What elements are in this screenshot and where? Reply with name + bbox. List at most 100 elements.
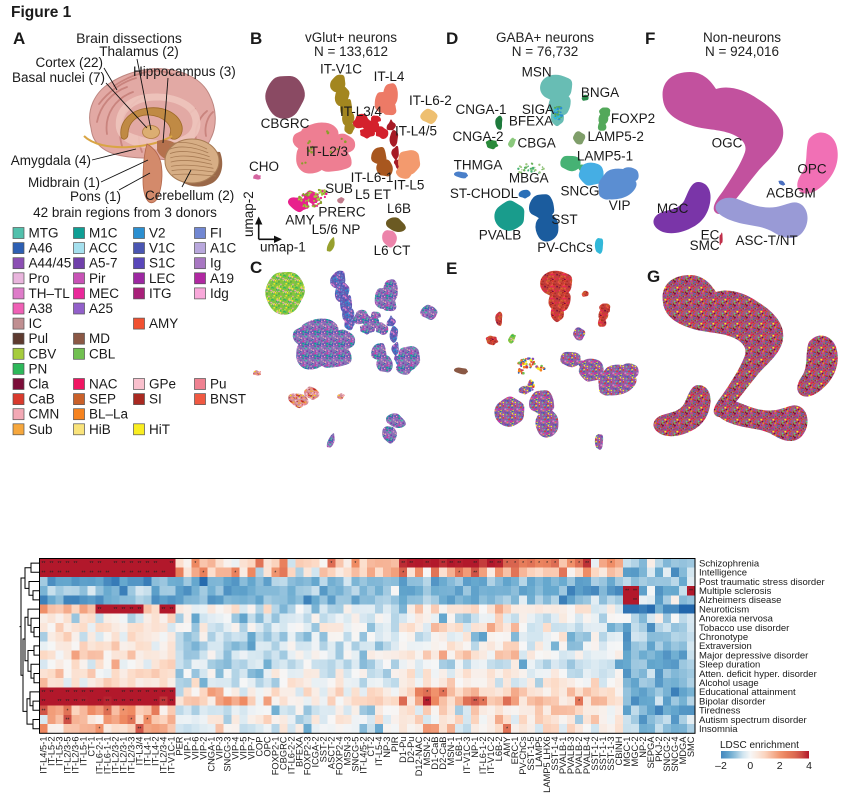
svg-text:VIP-6: VIP-6 (190, 737, 200, 760)
svg-text:ASCT-2: ASCT-2 (326, 737, 336, 770)
svg-text:**: ** (457, 561, 461, 567)
svg-text:**: ** (169, 607, 173, 613)
svg-text:CBGRC: CBGRC (278, 736, 288, 770)
svg-text:**: ** (98, 699, 102, 705)
svg-text:**: ** (137, 690, 141, 696)
svg-text:D1-CaB: D1-CaB (430, 737, 440, 770)
svg-text:MDGA: MDGA (678, 736, 688, 765)
svg-text:**: ** (42, 699, 46, 705)
svg-text:IT-L2/3-3: IT-L2/3-3 (126, 737, 136, 774)
svg-text:SST-1-3: SST-1-3 (606, 737, 616, 771)
svg-text:0: 0 (747, 760, 753, 772)
svg-text:**: ** (66, 699, 70, 705)
svg-text:CNGA-1: CNGA-1 (455, 102, 506, 117)
svg-text:VIP-4: VIP-4 (230, 737, 240, 760)
svg-text:SST-1-4: SST-1-4 (550, 737, 560, 771)
svg-text:SMC: SMC (690, 238, 720, 253)
svg-text:**: ** (161, 607, 165, 613)
svg-text:**: ** (169, 690, 173, 696)
svg-text:CT-1: CT-1 (87, 737, 97, 757)
svg-text:IT-L2/3-5: IT-L2/3-5 (63, 737, 73, 774)
svg-text:*: * (570, 561, 572, 567)
svg-text:**: ** (66, 561, 70, 567)
svg-text:CBV: CBV (29, 346, 57, 361)
svg-text:COP: COP (254, 737, 264, 757)
svg-text:Autism spectrum disorder: Autism spectrum disorder (699, 715, 807, 726)
svg-text:Ig: Ig (210, 256, 221, 271)
svg-text:VIP: VIP (609, 198, 631, 213)
svg-text:CaB: CaB (29, 392, 55, 407)
svg-text:**: ** (137, 727, 141, 733)
svg-text:MTG: MTG (29, 226, 59, 241)
svg-text:**: ** (129, 607, 133, 613)
svg-text:*: * (194, 561, 196, 567)
svg-text:**: ** (633, 598, 637, 604)
svg-text:Cortex (22): Cortex (22) (35, 55, 103, 70)
svg-text:**: ** (425, 561, 429, 567)
svg-text:2: 2 (777, 760, 783, 772)
svg-text:Basal nuclei (7): Basal nuclei (7) (12, 70, 105, 85)
svg-text:MSN-2: MSN-2 (422, 737, 432, 766)
svg-text:LEC: LEC (149, 271, 176, 286)
svg-text:*: * (354, 561, 356, 567)
svg-text:Chronotype: Chronotype (699, 632, 748, 643)
svg-text:SST-1-1: SST-1-1 (598, 737, 608, 771)
svg-text:IT-L2/3-2: IT-L2/3-2 (110, 737, 120, 774)
svg-text:D2-CaB: D2-CaB (438, 737, 448, 770)
svg-text:IT-L3/4: IT-L3/4 (134, 737, 144, 766)
svg-text:L5/6 NP: L5/6 NP (312, 222, 361, 237)
svg-text:**: ** (625, 589, 629, 595)
svg-text:**: ** (489, 561, 493, 567)
svg-text:*: * (546, 561, 548, 567)
svg-text:*: * (578, 699, 580, 705)
svg-text:IT-L5-3: IT-L5-3 (55, 737, 65, 766)
svg-text:**: ** (153, 690, 157, 696)
svg-text:ICGA-2: ICGA-2 (310, 737, 320, 768)
svg-text:**: ** (153, 561, 157, 567)
svg-text:*: * (506, 727, 508, 733)
svg-text:**: ** (129, 561, 133, 567)
svg-text:PRERC: PRERC (318, 205, 366, 220)
svg-text:**: ** (98, 607, 102, 613)
svg-text:**: ** (42, 570, 46, 576)
svg-text:SST-1-2: SST-1-2 (590, 737, 600, 771)
svg-text:IT-L2/3-1: IT-L2/3-1 (118, 737, 128, 774)
svg-text:**: ** (58, 699, 62, 705)
svg-text:*: * (514, 561, 516, 567)
svg-text:A5-7: A5-7 (89, 256, 118, 271)
svg-text:FI: FI (210, 226, 222, 241)
svg-text:IT-L6-2-1: IT-L6-2-1 (95, 737, 105, 775)
svg-text:FOXP2-3: FOXP2-3 (302, 737, 312, 776)
svg-text:*: * (106, 708, 108, 714)
svg-text:GPe: GPe (149, 377, 176, 392)
svg-text:E: E (446, 259, 457, 278)
svg-text:**: ** (66, 718, 70, 724)
svg-text:L5 ET: L5 ET (355, 187, 391, 202)
svg-text:PVALB-3: PVALB-3 (566, 737, 576, 775)
svg-text:VIP-2: VIP-2 (198, 737, 208, 760)
svg-text:BFEXA: BFEXA (294, 736, 304, 767)
svg-text:SST-1-5: SST-1-5 (526, 737, 536, 771)
svg-text:**: ** (105, 570, 109, 576)
svg-text:Thalamus (2): Thalamus (2) (99, 44, 179, 59)
svg-text:NP-3: NP-3 (382, 737, 392, 758)
svg-text:*: * (122, 708, 124, 714)
svg-text:**: ** (74, 699, 78, 705)
svg-text:*: * (458, 570, 460, 576)
svg-text:Educational attainment: Educational attainment (699, 687, 796, 698)
svg-text:MSN-3: MSN-3 (342, 737, 352, 766)
svg-text:**: ** (145, 570, 149, 576)
svg-text:IT-V1C-1: IT-V1C-1 (166, 737, 176, 774)
svg-text:IT-L3/4: IT-L3/4 (340, 104, 383, 119)
svg-text:*: * (99, 727, 101, 733)
svg-text:*: * (610, 561, 612, 567)
svg-text:**: ** (169, 699, 173, 705)
svg-text:SEP: SEP (89, 392, 116, 407)
svg-text:IT-L6-2: IT-L6-2 (409, 93, 452, 108)
svg-text:IC: IC (29, 316, 43, 331)
svg-text:umap-1: umap-1 (260, 240, 306, 255)
svg-text:AMY: AMY (149, 316, 178, 331)
svg-text:**: ** (90, 561, 94, 567)
svg-text:L6B-1: L6B-1 (454, 737, 464, 762)
svg-text:**: ** (137, 699, 141, 705)
